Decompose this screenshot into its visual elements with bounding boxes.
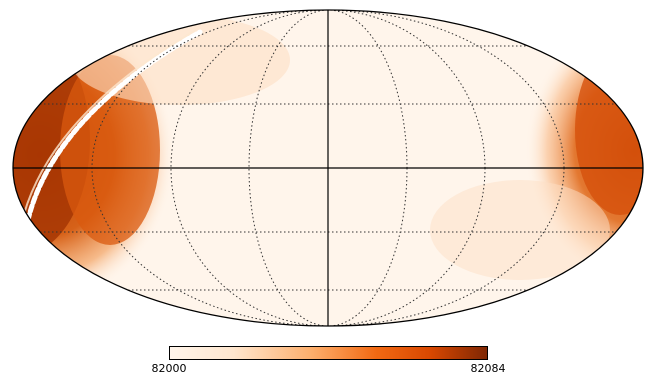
sky-map bbox=[12, 9, 644, 327]
bright-streak bbox=[25, 29, 203, 223]
colorbar-gradient bbox=[170, 347, 487, 359]
left-band-mid bbox=[60, 55, 160, 245]
bright-streak-edge bbox=[23, 29, 197, 215]
colorbar-min-label: 82000 bbox=[151, 362, 187, 375]
colorbar-max-label: 82084 bbox=[470, 362, 506, 375]
lower-haze bbox=[430, 180, 610, 280]
map-outline bbox=[12, 9, 644, 327]
colorbar bbox=[169, 346, 488, 360]
sky-features bbox=[13, 10, 643, 305]
